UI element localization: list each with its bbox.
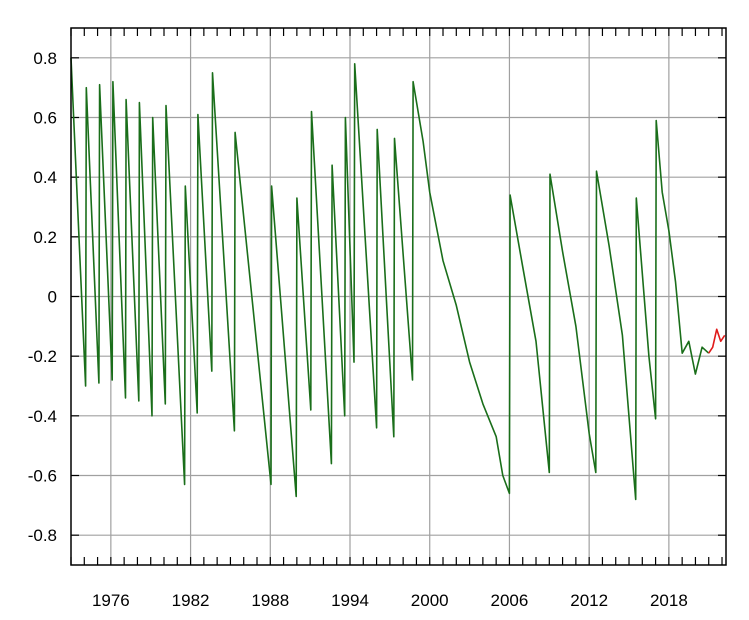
y-tick-label: 0.2 — [33, 228, 57, 247]
y-tick-label: -0.8 — [28, 526, 57, 545]
x-tick-label: 1982 — [172, 591, 210, 610]
y-tick-label: 0.8 — [33, 49, 57, 68]
y-tick-label: 0.6 — [33, 109, 57, 128]
y-tick-label: 0 — [48, 288, 57, 307]
x-tick-label: 2006 — [491, 591, 529, 610]
x-axis-tick-labels: 1976 1982 1988 1994 2000 2006 2012 2018 — [92, 591, 688, 610]
series-line-recent — [708, 328, 726, 354]
x-tick-label: 1994 — [331, 591, 369, 610]
y-axis-tick-labels: 0.8 0.6 0.4 0.2 0 -0.2 -0.4 -0.6 -0.8 — [28, 49, 57, 545]
y-tick-label: -0.2 — [28, 347, 57, 366]
series-lines — [70, 57, 726, 501]
axis-ticks — [70, 28, 726, 565]
x-tick-label: 2000 — [411, 591, 449, 610]
x-tick-label: 1976 — [92, 591, 130, 610]
series-line-main — [70, 57, 710, 501]
x-tick-label: 1988 — [251, 591, 289, 610]
plot-frame — [70, 27, 727, 566]
y-tick-label: -0.4 — [28, 407, 57, 426]
y-tick-label: 0.4 — [33, 168, 57, 187]
grid-lines — [71, 28, 726, 565]
y-tick-label: -0.6 — [28, 467, 57, 486]
x-tick-label: 2012 — [570, 591, 608, 610]
x-tick-label: 2018 — [650, 591, 688, 610]
